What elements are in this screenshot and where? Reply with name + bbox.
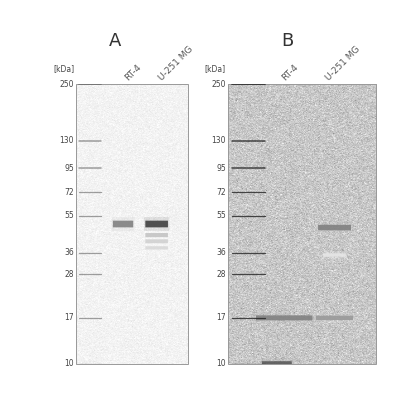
Text: [kDa]: [kDa]	[53, 64, 74, 73]
FancyBboxPatch shape	[113, 221, 133, 227]
Text: 36: 36	[216, 248, 226, 257]
FancyBboxPatch shape	[145, 239, 168, 243]
FancyBboxPatch shape	[144, 217, 169, 231]
Text: 55: 55	[216, 211, 226, 220]
FancyBboxPatch shape	[314, 313, 355, 323]
FancyBboxPatch shape	[145, 221, 168, 227]
Text: 10: 10	[216, 360, 226, 368]
FancyBboxPatch shape	[253, 312, 316, 323]
Text: U-251 MG: U-251 MG	[324, 44, 362, 82]
FancyBboxPatch shape	[262, 361, 292, 367]
Text: 36: 36	[64, 248, 74, 257]
FancyBboxPatch shape	[145, 246, 168, 250]
FancyBboxPatch shape	[318, 225, 351, 230]
Text: U-251 MG: U-251 MG	[157, 44, 194, 82]
FancyBboxPatch shape	[144, 244, 169, 252]
FancyBboxPatch shape	[144, 231, 169, 240]
Text: 95: 95	[216, 164, 226, 173]
FancyBboxPatch shape	[316, 222, 353, 234]
Text: RT-4: RT-4	[123, 62, 143, 82]
FancyBboxPatch shape	[322, 251, 347, 259]
Text: 250: 250	[60, 80, 74, 88]
Text: 10: 10	[64, 360, 74, 368]
Text: 28: 28	[64, 270, 74, 279]
Text: 95: 95	[64, 164, 74, 173]
FancyBboxPatch shape	[256, 315, 312, 320]
Text: B: B	[281, 32, 293, 50]
Text: 72: 72	[216, 188, 226, 197]
Text: 17: 17	[216, 313, 226, 322]
FancyBboxPatch shape	[316, 316, 353, 320]
Text: 72: 72	[64, 188, 74, 197]
FancyBboxPatch shape	[145, 233, 168, 237]
Text: RT-4: RT-4	[280, 62, 300, 82]
Text: 130: 130	[60, 136, 74, 145]
Text: 17: 17	[64, 313, 74, 322]
FancyBboxPatch shape	[323, 253, 346, 257]
Text: 28: 28	[216, 270, 226, 279]
Text: 130: 130	[212, 136, 226, 145]
Text: 55: 55	[64, 211, 74, 220]
Text: A: A	[109, 32, 121, 50]
FancyBboxPatch shape	[144, 237, 169, 246]
FancyBboxPatch shape	[260, 358, 294, 370]
FancyBboxPatch shape	[112, 217, 134, 231]
Text: [kDa]: [kDa]	[205, 64, 226, 73]
Text: 250: 250	[212, 80, 226, 88]
